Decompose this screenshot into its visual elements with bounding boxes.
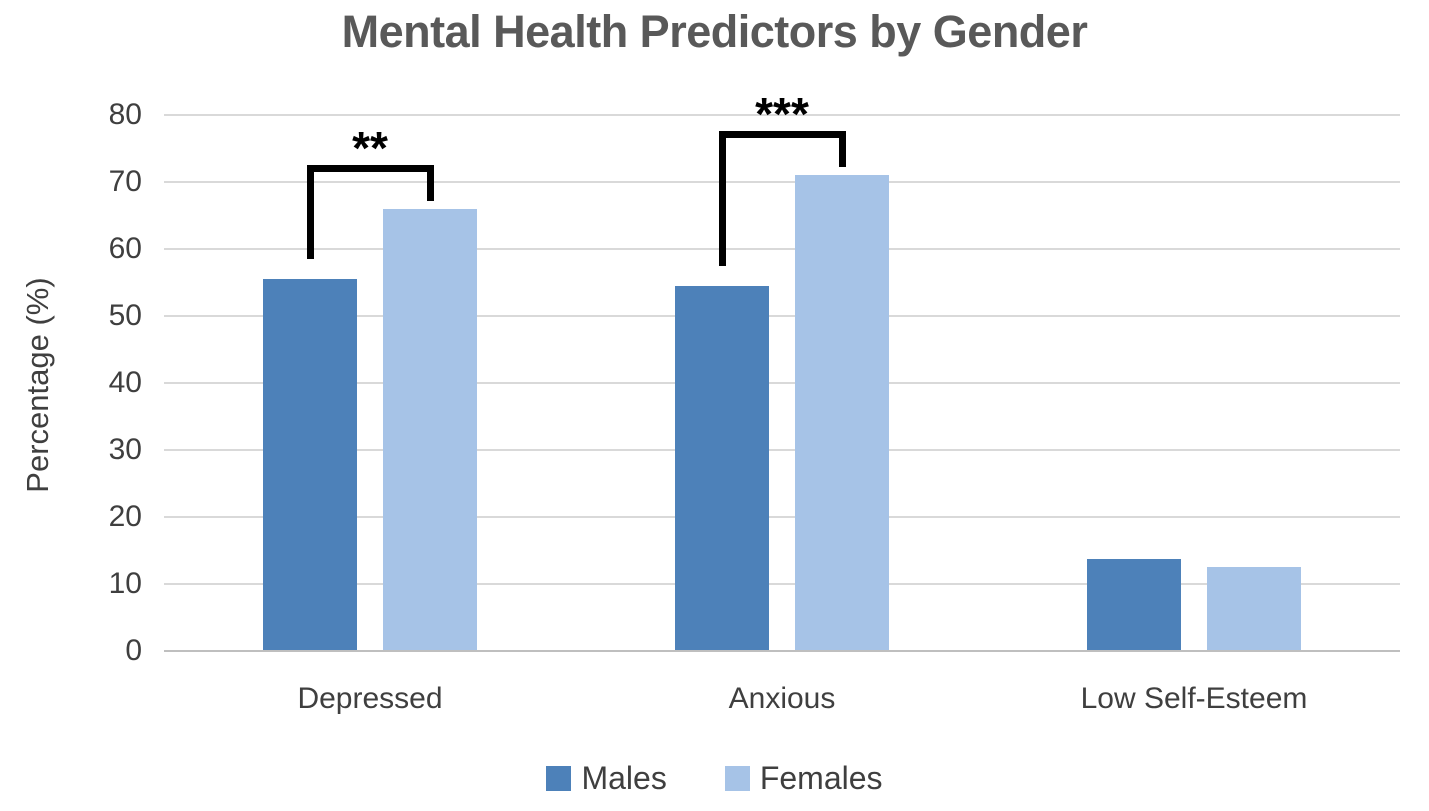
bar-pair: ** [263,115,477,651]
y-tick-label: 10 [108,567,142,600]
y-tick-label: 50 [108,299,142,332]
bar-females-anxious [795,175,889,651]
significance-stars: *** [755,88,809,141]
legend: Males Females [0,760,1429,797]
y-tick-label: 20 [108,500,142,533]
y-tick-label: 30 [108,433,142,466]
significance-bracket-right-arm [838,131,846,168]
bar-males-anxious [675,285,769,651]
category-label: Depressed [297,682,443,715]
gridline [164,114,1400,116]
legend-item-females: Females [724,760,883,797]
y-tick-label: 80 [108,98,142,131]
significance-bracket-bar [306,164,434,172]
y-axis-tick-labels: 0 10 20 30 40 50 60 70 80 [0,98,142,667]
bar-males-depressed [263,279,357,651]
category-label: Low Self-Esteem [1080,682,1308,715]
legend-label: Females [759,760,883,796]
y-tick-label: 60 [108,232,142,265]
gridline [164,181,1400,183]
x-axis-line [164,650,1400,652]
significance-bracket-bar [718,131,846,139]
x-axis-category-labels: Depressed Anxious Low Self-Esteem [164,682,1400,722]
significance-stars: ** [352,121,388,174]
y-tick-label: 70 [108,165,142,198]
gridline [164,516,1400,518]
bar-pair [1087,115,1301,651]
legend-swatch-females [724,766,750,791]
y-tick-label: 40 [108,366,142,399]
plot-area: ** *** [164,92,1400,652]
bar-females-low-self-esteem [1207,567,1301,651]
legend-swatch-males [546,766,572,791]
gridline [164,315,1400,317]
category-label: Anxious [728,682,836,715]
gridline [164,382,1400,384]
category-group: *** [576,92,988,651]
bar-pair: *** [675,92,889,651]
gridline [164,449,1400,451]
significance-bracket-right-arm [426,164,434,201]
gridline [164,248,1400,250]
significance-bracket-left-arm [306,164,314,260]
legend-label: Males [581,760,667,796]
gridline [164,583,1400,585]
category-group [988,115,1400,651]
category-group: ** [164,115,576,651]
bar-males-low-self-esteem [1087,558,1181,651]
y-tick-label: 0 [125,634,142,667]
bar-females-depressed [383,208,477,651]
chart-title: Mental Health Predictors by Gender [341,6,1088,57]
legend-item-males: Males [546,760,667,797]
significance-bracket-left-arm [718,131,726,266]
